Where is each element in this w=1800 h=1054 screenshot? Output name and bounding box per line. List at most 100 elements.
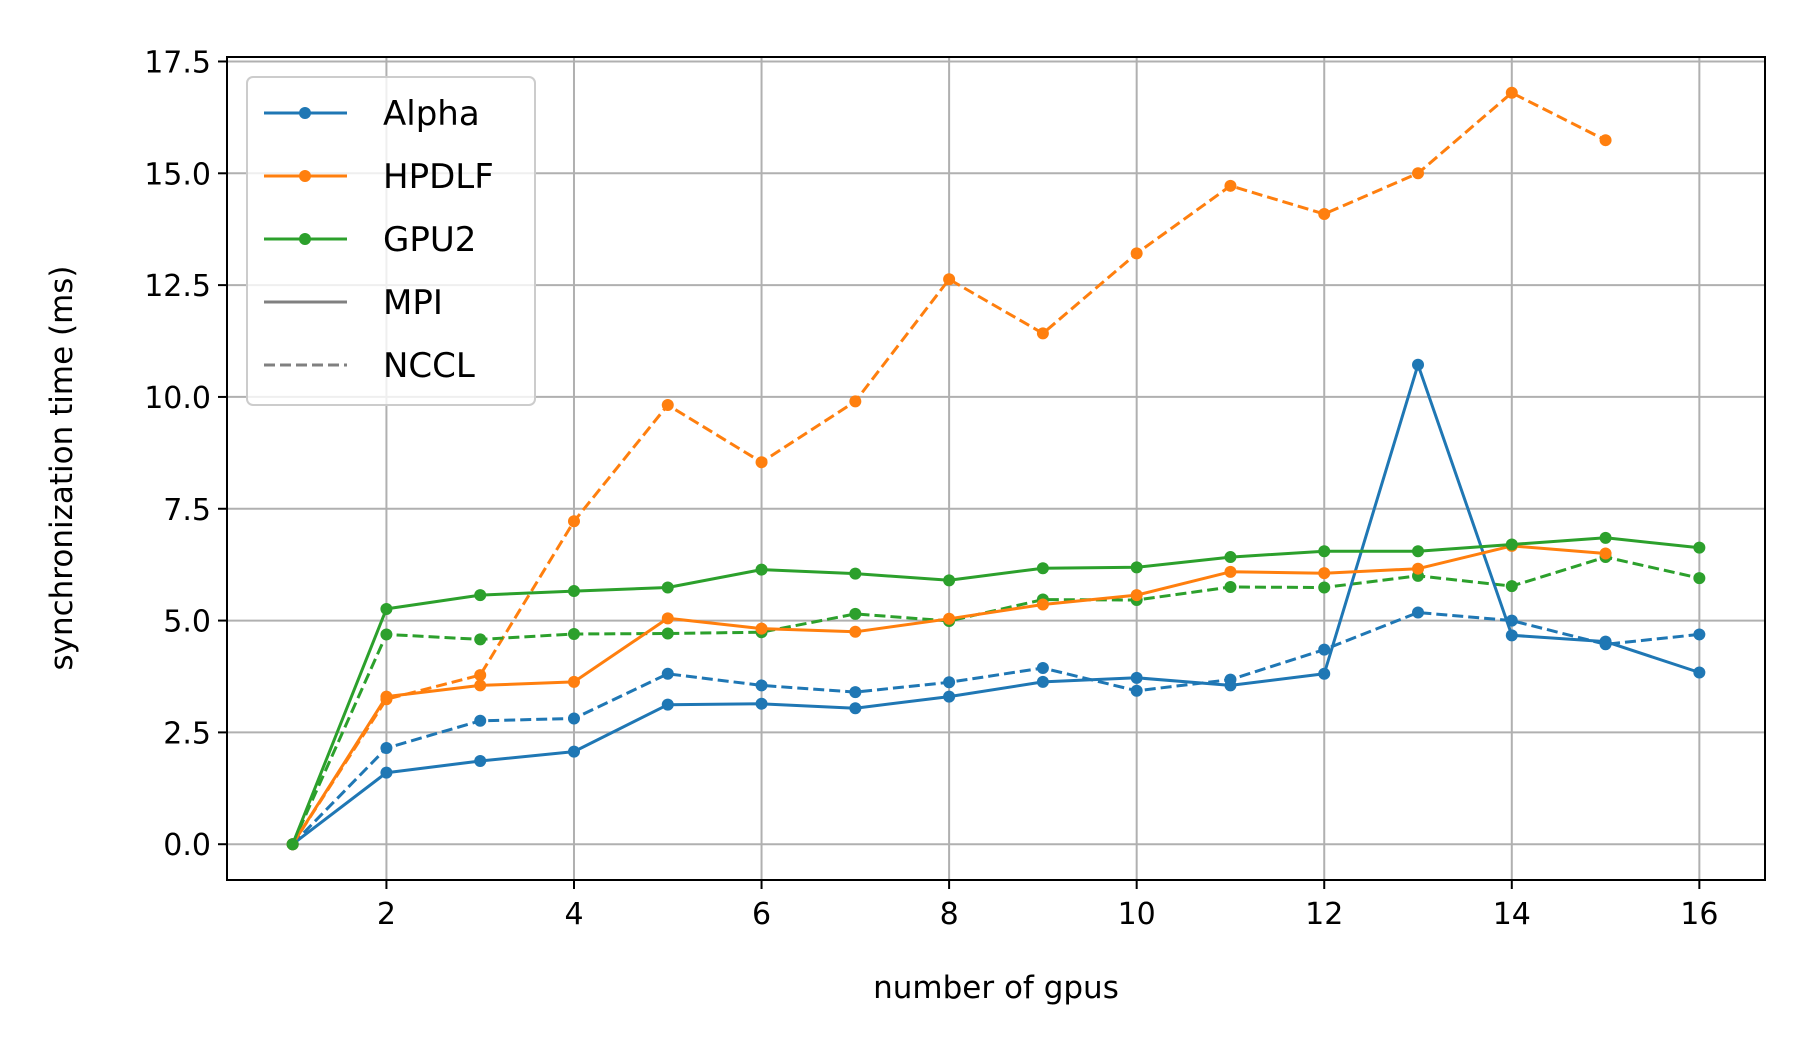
data-point-gpu2-mpi	[474, 589, 487, 602]
data-point-hpdlf-mpi	[1224, 565, 1237, 578]
data-point-gpu2-mpi	[661, 581, 674, 594]
series-line-gpu2-mpi	[291, 536, 1700, 845]
data-point-alpha-nccl	[1036, 661, 1049, 674]
data-point-gpu2-nccl	[567, 627, 580, 640]
data-point-gpu2-mpi	[1505, 538, 1518, 551]
x-tick-label: 16	[1680, 897, 1718, 932]
data-point-hpdlf-nccl	[1130, 247, 1143, 260]
series-gpu2-mpi	[286, 531, 1706, 851]
data-point-alpha-mpi	[1693, 666, 1706, 679]
legend-entry-alpha: Alpha	[264, 94, 480, 134]
data-point-gpu2-mpi	[286, 838, 299, 851]
legend-marker	[299, 170, 311, 182]
data-point-gpu2-nccl	[849, 607, 862, 620]
data-point-hpdlf-mpi	[1599, 547, 1612, 560]
data-point-hpdlf-mpi	[567, 675, 580, 688]
data-point-gpu2-mpi	[567, 585, 580, 598]
data-point-gpu2-nccl	[661, 627, 674, 640]
x-tick-label: 6	[752, 897, 771, 932]
data-point-hpdlf-nccl	[1505, 86, 1518, 99]
data-point-gpu2-mpi	[1318, 545, 1331, 558]
y-tick-label: 5.0	[163, 605, 211, 640]
x-tick-label: 12	[1305, 897, 1343, 932]
series-hpdlf-mpi	[286, 539, 1612, 851]
data-point-alpha-nccl	[1412, 606, 1425, 619]
data-point-alpha-mpi	[1036, 675, 1049, 688]
legend-label: MPI	[383, 283, 443, 323]
data-point-gpu2-nccl	[1505, 580, 1518, 593]
y-tick-label: 2.5	[163, 716, 211, 751]
legend-label: NCCL	[383, 346, 475, 386]
data-point-gpu2-nccl	[474, 633, 487, 646]
data-point-hpdlf-mpi	[380, 690, 393, 703]
axis-ticks: 2 4 6 8 10 12 14 16 0.0 2.5 5.0 7.5 10.0 12.5 15.0 17.5	[144, 45, 1718, 932]
data-point-gpu2-mpi	[943, 574, 956, 587]
data-point-alpha-mpi	[755, 697, 768, 710]
legend-entry-mpi: MPI	[264, 283, 443, 323]
data-point-hpdlf-mpi	[474, 679, 487, 692]
data-point-alpha-mpi	[943, 690, 956, 703]
data-point-hpdlf-mpi	[661, 612, 674, 625]
series-line-alpha-mpi	[291, 363, 1700, 846]
data-point-alpha-mpi	[1599, 635, 1612, 648]
data-point-hpdlf-mpi	[1412, 562, 1425, 575]
data-point-hpdlf-nccl	[474, 669, 487, 682]
data-point-alpha-nccl	[849, 686, 862, 699]
data-point-gpu2-nccl	[1224, 581, 1237, 594]
data-point-hpdlf-nccl	[1599, 134, 1612, 147]
data-point-hpdlf-nccl	[567, 515, 580, 528]
data-point-hpdlf-nccl	[1036, 327, 1049, 340]
x-tick-label: 2	[377, 897, 396, 932]
data-point-alpha-nccl	[474, 714, 487, 727]
data-point-hpdlf-nccl	[661, 398, 674, 411]
data-point-hpdlf-nccl	[849, 395, 862, 408]
data-point-gpu2-mpi	[1224, 551, 1237, 564]
data-point-gpu2-nccl	[1318, 581, 1331, 594]
data-point-hpdlf-mpi	[755, 622, 768, 635]
y-tick-label: 12.5	[144, 269, 211, 304]
data-point-gpu2-mpi	[1693, 541, 1706, 554]
data-point-gpu2-mpi	[1130, 561, 1143, 574]
legend-marker	[299, 107, 311, 119]
series-alpha-mpi	[286, 358, 1706, 851]
data-point-gpu2-mpi	[380, 602, 393, 615]
series-line-hpdlf-nccl	[291, 91, 1607, 846]
data-point-alpha-mpi	[567, 745, 580, 758]
data-point-alpha-nccl	[1130, 684, 1143, 697]
data-point-alpha-nccl	[567, 712, 580, 725]
data-point-alpha-mpi	[380, 766, 393, 779]
data-point-gpu2-nccl	[380, 628, 393, 641]
y-tick-label: 17.5	[144, 45, 211, 80]
plot-frame	[226, 56, 1766, 881]
data-point-hpdlf-mpi	[943, 612, 956, 625]
data-point-gpu2-mpi	[755, 563, 768, 576]
data-point-alpha-nccl	[661, 667, 674, 680]
data-point-hpdlf-nccl	[1224, 179, 1237, 192]
data-point-hpdlf-mpi	[1318, 567, 1331, 580]
x-tick-label: 10	[1118, 897, 1156, 932]
legend-label: HPDLF	[383, 157, 494, 197]
data-point-alpha-nccl	[943, 676, 956, 689]
legend: Alpha HPDLF GPU2 MPI NCCL	[246, 76, 536, 406]
data-point-alpha-nccl	[1693, 628, 1706, 641]
x-axis-title: number of gpus	[873, 970, 1119, 1006]
y-tick-label: 10.0	[144, 381, 211, 416]
data-point-gpu2-mpi	[1412, 545, 1425, 558]
legend-entry-hpdlf: HPDLF	[264, 157, 494, 197]
y-tick-label: 7.5	[163, 493, 211, 528]
data-point-hpdlf-nccl	[1318, 207, 1331, 220]
data-point-hpdlf-mpi	[1036, 598, 1049, 611]
data-point-hpdlf-nccl	[755, 456, 768, 469]
x-tick-label: 4	[564, 897, 583, 932]
data-point-hpdlf-nccl	[1412, 167, 1425, 180]
series-line-alpha-nccl	[291, 611, 1700, 846]
data-point-alpha-nccl	[380, 742, 393, 755]
data-point-alpha-mpi	[474, 755, 487, 768]
data-point-alpha-mpi	[1224, 679, 1237, 692]
legend-marker	[299, 233, 311, 245]
data-point-alpha-mpi	[661, 698, 674, 711]
data-point-alpha-mpi	[1412, 358, 1425, 371]
y-tick-label: 15.0	[144, 157, 211, 192]
